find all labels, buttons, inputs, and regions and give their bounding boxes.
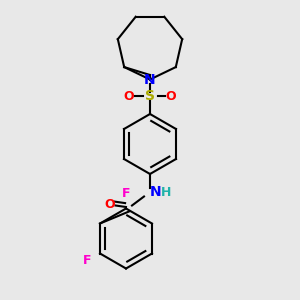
Text: H: H [161, 185, 172, 199]
Text: S: S [145, 89, 155, 103]
Text: N: N [150, 185, 162, 199]
Text: O: O [166, 89, 176, 103]
Text: N: N [144, 73, 156, 86]
Text: F: F [122, 187, 130, 200]
Text: O: O [104, 197, 115, 211]
Text: F: F [83, 254, 91, 268]
Text: O: O [124, 89, 134, 103]
